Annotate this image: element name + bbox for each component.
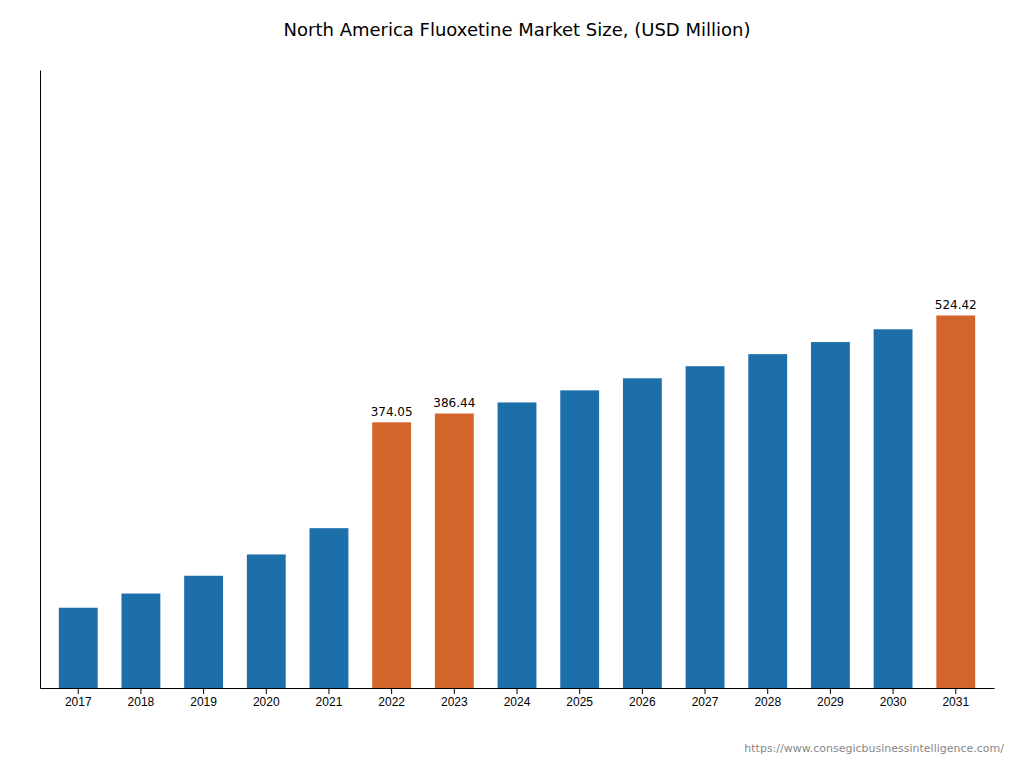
x-tick-mark <box>767 688 768 694</box>
x-tick: 2029 <box>817 688 844 709</box>
bar <box>247 554 286 688</box>
x-tick-label: 2024 <box>504 695 531 709</box>
x-tick: 2023 <box>441 688 468 709</box>
x-tick-mark <box>642 688 643 694</box>
bar <box>936 315 975 688</box>
x-tick-mark <box>579 688 580 694</box>
x-tick-mark <box>203 688 204 694</box>
x-tick-mark <box>517 688 518 694</box>
bar <box>874 329 913 688</box>
x-tick-label: 2029 <box>817 695 844 709</box>
chart: 2017 2018 2019 2020 2021 2022 2023 2024 2025 2026… <box>0 0 1024 768</box>
annotation: 524.42 <box>935 298 977 312</box>
bar <box>498 402 537 688</box>
bar <box>184 576 223 688</box>
source: https://www.consegicbusinessintelligence… <box>744 742 1004 755</box>
bar <box>310 528 349 688</box>
title: North America Fluoxetine Market Size, (U… <box>284 19 751 40</box>
x-tick-mark <box>830 688 831 694</box>
bar <box>748 354 787 688</box>
x-tick-label: 2031 <box>942 695 969 709</box>
bar <box>121 594 160 688</box>
x-tick-mark <box>266 688 267 694</box>
annotations: 374.05 386.44 524.42 <box>371 298 977 419</box>
x-tick-label: 2022 <box>378 695 405 709</box>
x-tick-label: 2020 <box>253 695 280 709</box>
x-tick-mark <box>328 688 329 694</box>
x-tick-label: 2028 <box>754 695 781 709</box>
bar <box>59 608 98 688</box>
x-tick: 2022 <box>378 688 405 709</box>
y-axis <box>40 71 41 689</box>
x-tick-label: 2026 <box>629 695 656 709</box>
x-tick-mark <box>78 688 79 694</box>
x-tick: 2027 <box>692 688 719 709</box>
x-tick-label: 2023 <box>441 695 468 709</box>
bar <box>560 390 599 688</box>
x-tick: 2021 <box>316 688 343 709</box>
annotation: 374.05 <box>371 405 413 419</box>
x-tick-label: 2017 <box>65 695 92 709</box>
x-tick: 2028 <box>754 688 781 709</box>
x-tick: 2024 <box>504 688 531 709</box>
bar <box>435 413 474 688</box>
plot: 2017 2018 2019 2020 2021 2022 2023 2024 2025 2026… <box>41 71 995 709</box>
bar <box>686 366 725 688</box>
x-tick: 2030 <box>880 688 907 709</box>
x-tick-label: 2025 <box>566 695 593 709</box>
x-tick-label: 2027 <box>692 695 719 709</box>
x-tick-mark <box>391 688 392 694</box>
x-tick: 2031 <box>942 688 969 709</box>
x-tick-mark <box>454 688 455 694</box>
x-tick-label: 2030 <box>880 695 907 709</box>
x-tick: 2025 <box>566 688 593 709</box>
x-tick-mark <box>893 688 894 694</box>
x-tick-mark <box>955 688 956 694</box>
x-axis: 2017 2018 2019 2020 2021 2022 2023 2024 2025 2026… <box>41 688 995 709</box>
x-tick: 2018 <box>128 688 155 709</box>
bars <box>59 315 975 688</box>
bar <box>623 378 662 688</box>
x-tick-label: 2018 <box>128 695 155 709</box>
bar <box>372 422 411 688</box>
x-tick-label: 2019 <box>190 695 217 709</box>
bar <box>811 342 850 688</box>
x-tick: 2017 <box>65 688 92 709</box>
x-tick-label: 2021 <box>316 695 343 709</box>
annotation: 386.44 <box>433 396 475 410</box>
x-tick: 2019 <box>190 688 217 709</box>
x-tick-mark <box>705 688 706 694</box>
y-axis-line <box>40 71 41 689</box>
x-tick-mark <box>140 688 141 694</box>
x-tick: 2020 <box>253 688 280 709</box>
x-tick: 2026 <box>629 688 656 709</box>
